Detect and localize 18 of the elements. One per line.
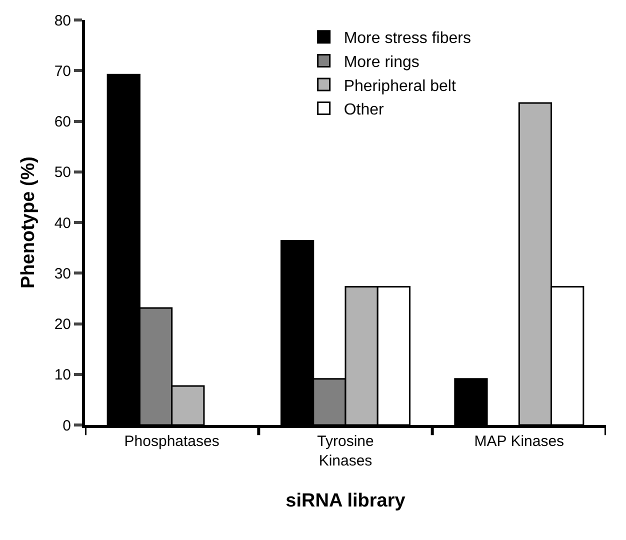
x-tick-label: Phosphatases	[124, 433, 220, 450]
y-axis-title: Phenotype (%)	[18, 156, 40, 288]
legend-label: More stress fibers	[344, 30, 471, 48]
y-tick-label: 50	[54, 164, 71, 182]
y-tick-label: 40	[54, 214, 71, 232]
x-tick-label: MAP Kinases	[474, 433, 564, 450]
x-axis-title: siRNA library	[286, 490, 406, 512]
legend-label: Other	[344, 102, 385, 119]
x-tick-label: Tyrosine Kinases	[317, 433, 374, 470]
legend-label: Pheripheral belt	[344, 78, 456, 95]
y-tick-label: 0	[62, 417, 71, 434]
y-tick-label: 80	[54, 12, 71, 30]
y-tick-label: 30	[54, 265, 71, 282]
y-tick-label: 20	[54, 316, 71, 333]
legend-label: More rings	[344, 54, 420, 71]
y-tick-label: 10	[54, 366, 71, 384]
y-tick-label: 60	[54, 114, 71, 130]
y-tick-label: 70	[54, 62, 71, 80]
